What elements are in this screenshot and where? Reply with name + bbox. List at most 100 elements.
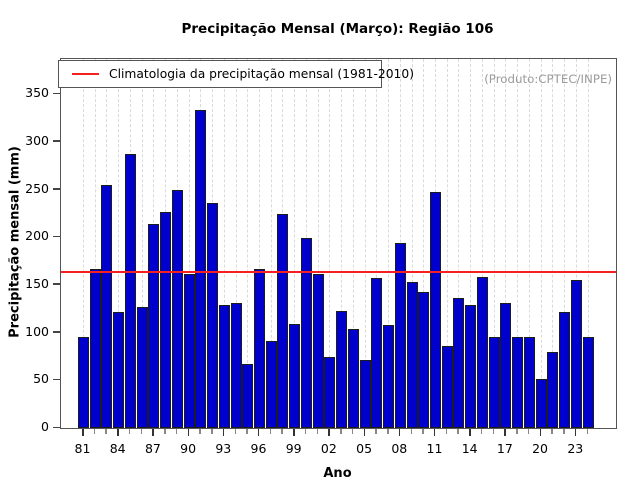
- gridline: [94, 59, 96, 428]
- x-tick: [480, 428, 483, 434]
- x-tick: [175, 428, 178, 434]
- gridline: [517, 59, 519, 428]
- y-tick-label: 0: [41, 419, 49, 434]
- y-tick-label: 100: [25, 323, 49, 339]
- x-tick: [445, 428, 448, 434]
- gridline: [270, 59, 272, 428]
- x-tick: [117, 428, 119, 436]
- gridline: [247, 59, 249, 428]
- x-tick: [316, 428, 319, 434]
- gridline: [540, 59, 542, 428]
- bar-2003: [336, 310, 348, 428]
- chart-title: Precipitação Mensal (Março): Região 106: [181, 21, 494, 37]
- x-tick: [152, 428, 154, 436]
- x-tick: [257, 428, 260, 436]
- x-tick: [375, 428, 377, 434]
- bar-2018: [512, 336, 524, 428]
- x-tick: [246, 428, 248, 434]
- x-tick-label: 02: [320, 441, 337, 456]
- bar-2002: [324, 357, 336, 428]
- x-tick: [340, 428, 342, 434]
- x-axis-title: Ano: [323, 466, 352, 481]
- x-tick: [199, 428, 201, 434]
- x-tick: [551, 428, 553, 434]
- gridline: [188, 59, 190, 428]
- bar-1984: [113, 311, 125, 428]
- bar-1998: [277, 213, 289, 428]
- bar-2015: [476, 277, 488, 428]
- bar-1993: [218, 305, 230, 428]
- x-tick-label: 23: [567, 441, 584, 456]
- x-tick: [492, 428, 495, 434]
- x-tick: [164, 428, 166, 434]
- bar-2007: [383, 325, 395, 428]
- gridline: [528, 59, 530, 428]
- x-tick-label: 96: [250, 441, 267, 456]
- bar-1983: [101, 184, 113, 428]
- watermark-text: (Produto:CPTEC/INPE): [484, 72, 612, 86]
- bar-1996: [253, 268, 265, 428]
- gridline: [587, 59, 589, 428]
- x-tick: [269, 428, 272, 434]
- bar-2006: [371, 278, 383, 428]
- bar-1981: [78, 337, 89, 428]
- x-tick: [293, 428, 295, 436]
- gridline: [564, 59, 566, 428]
- bar-2022: [559, 311, 571, 428]
- gridline: [376, 59, 378, 428]
- bar-2000: [300, 238, 312, 428]
- x-tick: [82, 428, 84, 436]
- bar-2017: [500, 303, 512, 428]
- gridline: [235, 59, 237, 428]
- bar-1995: [242, 364, 254, 428]
- bar-1986: [136, 306, 148, 428]
- gridline: [493, 59, 495, 428]
- x-tick: [574, 428, 577, 436]
- y-tick: [53, 378, 60, 381]
- bar-2019: [523, 337, 535, 428]
- bar-1992: [207, 203, 219, 428]
- gridline: [411, 59, 413, 428]
- x-tick: [433, 428, 436, 436]
- bar-1989: [171, 189, 183, 428]
- y-tick: [53, 426, 60, 428]
- x-tick: [140, 428, 143, 434]
- x-tick: [304, 428, 307, 434]
- bar-2008: [394, 243, 406, 428]
- gridline: [118, 59, 120, 428]
- y-tick: [53, 235, 60, 238]
- gridline: [505, 59, 507, 428]
- gridline: [317, 59, 319, 428]
- bar-2020: [535, 379, 547, 428]
- bar-2013: [453, 298, 465, 428]
- y-tick-label: 150: [25, 275, 49, 291]
- x-tick-label: 90: [180, 441, 197, 456]
- bar-2024: [582, 337, 594, 428]
- y-tick-label: 250: [25, 180, 49, 196]
- x-tick-label: 87: [144, 441, 161, 456]
- gridline: [446, 59, 448, 428]
- x-tick: [457, 428, 459, 434]
- y-tick-label: 350: [25, 85, 49, 101]
- climatology-line: [61, 270, 616, 274]
- x-tick: [328, 428, 330, 436]
- x-tick-label: 81: [74, 441, 91, 456]
- x-tick-label: 99: [285, 441, 302, 456]
- bar-2016: [488, 336, 500, 428]
- gridline: [352, 59, 354, 428]
- x-tick: [539, 428, 542, 436]
- x-tick: [387, 428, 389, 434]
- y-tick: [53, 331, 60, 333]
- bar-2001: [312, 273, 324, 428]
- x-tick-label: 93: [215, 441, 232, 456]
- x-tick-label: 14: [461, 441, 478, 456]
- bar-2023: [570, 280, 582, 428]
- y-tick-label: 200: [25, 228, 49, 244]
- x-tick: [187, 428, 190, 436]
- bar-1990: [183, 273, 195, 428]
- legend-label: Climatologia da precipitação mensal (198…: [109, 67, 415, 81]
- gridline: [423, 59, 425, 428]
- plot-area: Climatologia da precipitação mensal (198…: [58, 58, 617, 429]
- bar-2012: [441, 346, 453, 428]
